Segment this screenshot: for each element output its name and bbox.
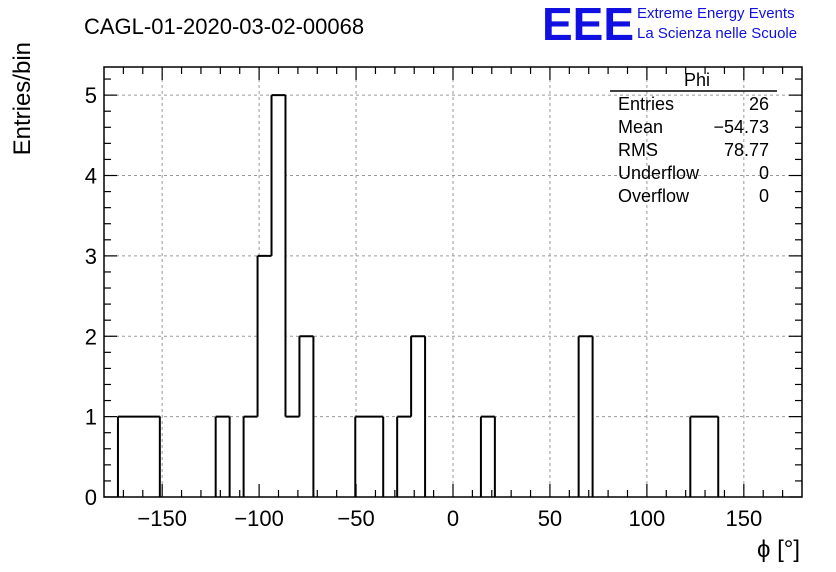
histogram-bar bbox=[369, 416, 384, 497]
y-tick-label: 1 bbox=[85, 405, 97, 430]
stats-value-rms: 78.77 bbox=[724, 140, 769, 160]
histogram-bar bbox=[704, 416, 719, 497]
run-title: CAGL-01-2020-03-02-00068 bbox=[84, 14, 364, 39]
histogram-bar bbox=[257, 255, 272, 497]
axis-ticks bbox=[104, 67, 802, 498]
stats-label-mean: Mean bbox=[618, 117, 663, 137]
stats-label-entries: Entries bbox=[618, 94, 674, 114]
y-tick-label: 0 bbox=[85, 485, 97, 510]
histogram-bar bbox=[285, 416, 300, 497]
x-tick-label: −150 bbox=[137, 506, 187, 531]
histogram-bar bbox=[411, 336, 426, 497]
histogram-bar bbox=[131, 416, 146, 497]
org-name-line1: Extreme Energy Events bbox=[637, 5, 795, 22]
histogram-outline bbox=[116, 94, 720, 497]
histogram-bar bbox=[243, 416, 258, 497]
y-axis-title: Entries/bin bbox=[9, 42, 36, 155]
stats-box: Phi Entries 26 Mean −54.73 RMS 78.77 Underflow… bbox=[610, 70, 777, 206]
tick-labels: −150 −100 −50 0 50 100 150 0 1 2 3 4 5 bbox=[85, 83, 762, 531]
y-tick-label: 4 bbox=[85, 164, 97, 189]
x-tick-label: 0 bbox=[447, 506, 459, 531]
histogram-bars bbox=[116, 94, 720, 497]
stats-value-mean: −54.73 bbox=[713, 117, 769, 137]
histogram-bar bbox=[299, 336, 314, 497]
stats-value-entries: 26 bbox=[749, 94, 769, 114]
histogram-bar bbox=[215, 416, 230, 497]
stats-label-rms: RMS bbox=[618, 140, 658, 160]
x-tick-label: 100 bbox=[629, 506, 666, 531]
histogram-bar bbox=[117, 416, 132, 497]
stats-value-underflow: 0 bbox=[759, 163, 769, 183]
x-tick-label: 50 bbox=[538, 506, 562, 531]
y-tick-label: 2 bbox=[85, 324, 97, 349]
stats-label-overflow: Overflow bbox=[618, 186, 690, 206]
histogram-bar bbox=[397, 416, 412, 497]
org-name-line2: La Scienza nelle Scuole bbox=[637, 25, 797, 42]
x-tick-label: 150 bbox=[725, 506, 762, 531]
histogram-bar bbox=[145, 416, 160, 497]
y-tick-label: 5 bbox=[85, 83, 97, 108]
histogram-bar bbox=[355, 416, 370, 497]
histogram-bar bbox=[578, 336, 593, 497]
eee-logo: EEE bbox=[542, 0, 634, 50]
stats-value-overflow: 0 bbox=[759, 186, 769, 206]
stats-label-underflow: Underflow bbox=[618, 163, 700, 183]
stats-box-title: Phi bbox=[684, 70, 710, 90]
histogram-bar bbox=[271, 95, 286, 497]
x-tick-label: −50 bbox=[337, 506, 374, 531]
histogram-bar bbox=[690, 416, 705, 497]
x-axis-title: ϕ [°] bbox=[757, 536, 800, 563]
y-tick-label: 3 bbox=[85, 244, 97, 269]
histogram-bar bbox=[480, 416, 495, 497]
x-tick-label: −100 bbox=[234, 506, 284, 531]
